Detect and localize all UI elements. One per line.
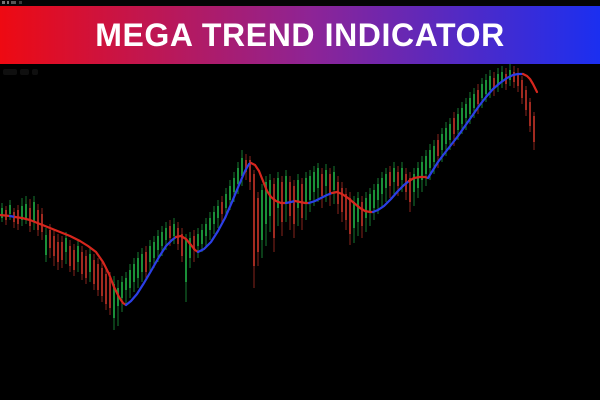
- chrome-fragment-icon: [2, 1, 5, 4]
- trend-line-layer: [0, 72, 539, 307]
- page-title: MEGA TREND INDICATOR: [95, 17, 505, 53]
- chart-watermark: [3, 69, 38, 75]
- chrome-fragment-icon: [11, 1, 16, 4]
- title-banner: MEGA TREND INDICATOR: [0, 6, 600, 64]
- chrome-fragment-icon: [7, 1, 9, 4]
- chrome-fragment-icon: [19, 1, 22, 4]
- candles-layer: [1, 64, 535, 330]
- window-chrome-strip: [0, 0, 600, 6]
